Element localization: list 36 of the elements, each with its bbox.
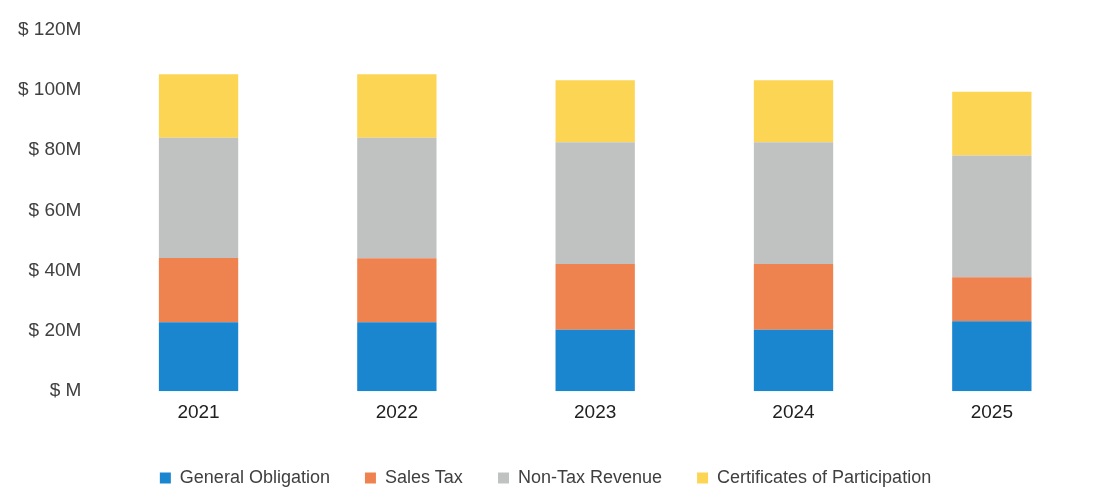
y-tick-label: $ 20M: [28, 319, 82, 341]
bar: [158, 137, 239, 258]
y-tick-label: $ M: [49, 379, 82, 401]
y-tick-label: $ 60M: [28, 198, 82, 220]
bar: [357, 258, 437, 323]
bar: [158, 74, 239, 138]
bar: [753, 263, 834, 330]
bar: [753, 142, 834, 264]
bar: [952, 155, 1032, 278]
bar: [952, 321, 1032, 392]
bar: [158, 322, 239, 392]
y-tick-label: $ 120M: [18, 17, 82, 39]
bar: [357, 322, 437, 392]
legend-label: General Obligation: [179, 466, 330, 487]
bar: [158, 257, 239, 323]
x-tick-label: 2024: [772, 400, 816, 422]
x-tick-label: 2022: [375, 400, 418, 422]
bar: [753, 80, 834, 143]
bar: [952, 91, 1032, 156]
x-tick-label: 2021: [177, 400, 220, 422]
bar: [357, 74, 437, 138]
bar: [555, 142, 635, 264]
bar: [555, 80, 635, 143]
bar: [952, 277, 1032, 322]
y-tick-label: $ 100M: [18, 77, 82, 99]
bar: [753, 329, 834, 392]
bar: [555, 329, 635, 392]
bar: [357, 137, 437, 259]
legend-label: Certificates of Participation: [717, 466, 932, 487]
bar: [555, 263, 635, 330]
x-tick-label: 2025: [970, 400, 1013, 422]
y-tick-label: $ 40M: [28, 258, 82, 280]
legend-label: Sales Tax: [384, 466, 463, 487]
x-tick-label: 2023: [574, 400, 617, 422]
y-tick-label: $ 80M: [28, 138, 82, 160]
legend-label: Non-Tax Revenue: [517, 466, 663, 487]
